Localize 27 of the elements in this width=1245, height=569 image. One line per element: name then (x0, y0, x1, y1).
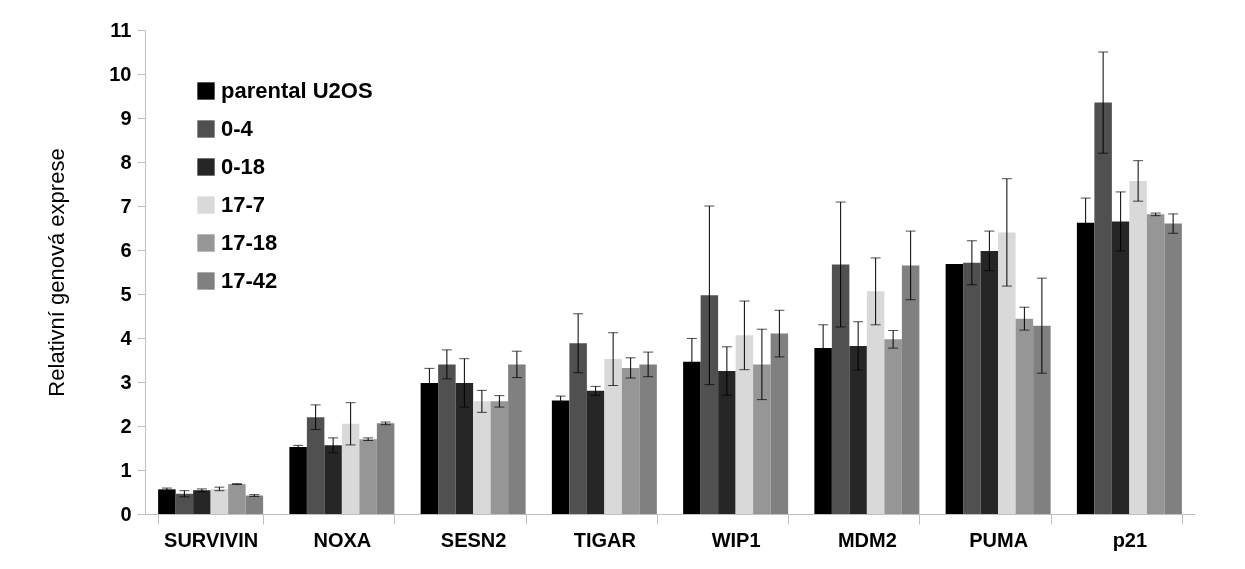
y-tick-label: 7 (120, 194, 132, 217)
y-tick-label: 2 (120, 414, 132, 437)
y-tick-label: 3 (120, 370, 132, 393)
legend-label: parental U2OS (221, 78, 373, 103)
legend-label: 0-4 (221, 116, 254, 141)
x-tick-label: PUMA (969, 528, 1029, 551)
y-tick-label: 11 (110, 18, 132, 41)
y-axis-title: Relativní genová exprese (44, 148, 70, 397)
x-tick-label: SURVIVIN (164, 528, 259, 551)
y-tick-label: 5 (120, 282, 132, 305)
y-tick-label: 1 (120, 458, 132, 481)
y-tick-label: 9 (120, 106, 132, 129)
x-tick-label: MDM2 (837, 528, 897, 551)
x-tick-label: SESN2 (440, 528, 507, 551)
y-tick-label: 0 (120, 502, 132, 525)
y-tick-label: 4 (120, 326, 133, 349)
x-tick-label: p21 (1112, 528, 1148, 551)
legend-label: 17-18 (221, 230, 278, 255)
x-tick-label: NOXA (313, 528, 372, 551)
y-tick-label: 8 (120, 150, 132, 173)
legend-label: 17-42 (221, 268, 278, 293)
legend-label: 17-7 (221, 192, 266, 217)
y-tick-label: 10 (109, 62, 132, 85)
legend-label: 0-18 (221, 154, 266, 179)
x-tick-label: TIGAR (573, 528, 637, 551)
x-tick-label: WIP1 (711, 528, 761, 551)
y-tick-label: 6 (120, 238, 132, 261)
